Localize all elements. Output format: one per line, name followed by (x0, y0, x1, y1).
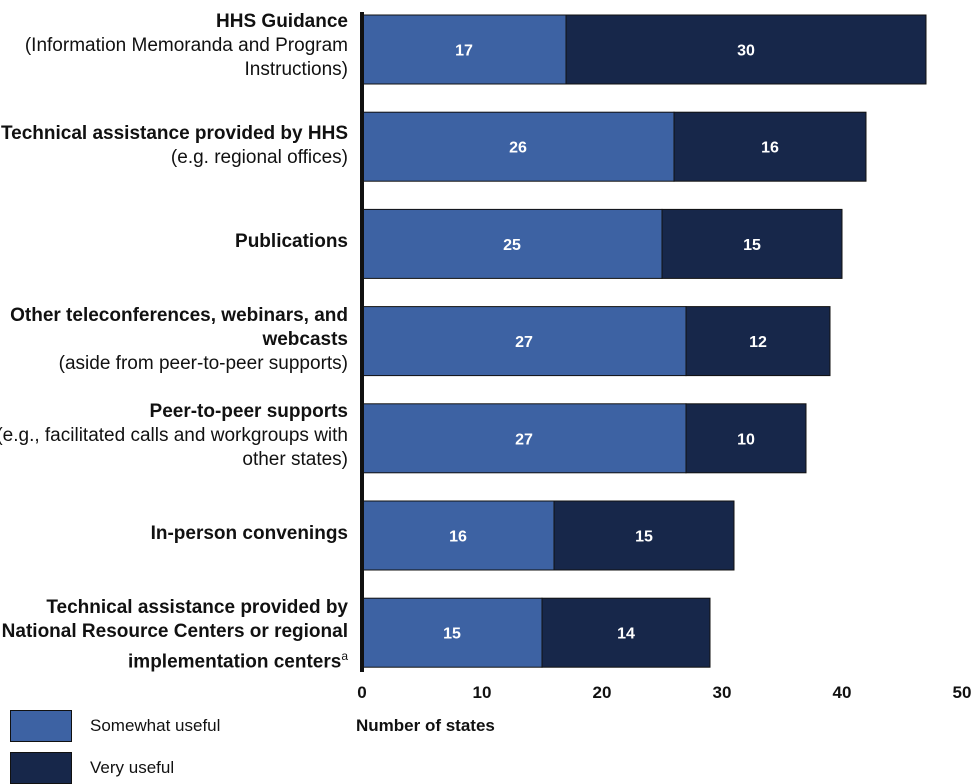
bar-segment-very-useful (685, 306, 831, 377)
category-label-in-person: In-person convenings (0, 522, 348, 546)
x-tick-label: 50 (953, 683, 972, 702)
bar-segment-very-useful (565, 14, 927, 85)
data-label: 27 (515, 431, 533, 448)
category-label-ta-nrc: Technical assistance provided by Nationa… (0, 596, 348, 674)
bar-segment-very-useful (553, 500, 735, 571)
x-tick-label: 10 (473, 683, 492, 702)
category-label-bold: Other teleconferences, webinars, and web… (10, 305, 348, 350)
bar-segment-very-useful (673, 111, 867, 182)
bar-segment-somewhat-useful (361, 14, 567, 85)
category-label-hhs-guidance: HHS Guidance (Information Memoranda and … (0, 10, 348, 82)
bar-segment-somewhat-useful (361, 208, 663, 279)
data-label: 15 (443, 626, 461, 643)
data-label: 25 (503, 237, 521, 254)
data-label: 16 (449, 529, 467, 546)
footnote-marker: a (341, 649, 348, 663)
legend-swatch-somewhat-useful (10, 710, 72, 742)
category-label-bold: Publications (235, 231, 348, 252)
x-axis-label: Number of states (356, 716, 495, 735)
category-label-bold: Technical assistance provided by Nationa… (1, 597, 348, 673)
category-label-bold: Peer-to-peer supports (149, 401, 348, 422)
category-label-ta-hhs: Technical assistance provided by HHS (e.… (0, 122, 348, 170)
category-label-publications: Publications (0, 230, 348, 254)
data-label: 15 (635, 529, 653, 546)
x-tick-label: 40 (833, 683, 852, 702)
data-label: 27 (515, 334, 533, 351)
legend-label-somewhat-useful: Somewhat useful (90, 716, 221, 735)
legend-swatch-very-useful (10, 752, 72, 784)
x-tick-label: 20 (593, 683, 612, 702)
bar-segment-very-useful (541, 597, 711, 668)
category-label-bold: In-person convenings (150, 523, 348, 544)
bar-segment-very-useful (685, 403, 807, 474)
data-label: 14 (617, 626, 635, 643)
data-label: 30 (737, 43, 755, 60)
x-tick-label: 30 (713, 683, 732, 702)
category-label-detail: (aside from peer-to-peer supports) (58, 353, 348, 374)
category-label-detail: (Information Memoranda and Program Instr… (24, 35, 348, 80)
category-label-peer-to-peer: Peer-to-peer supports (e.g., facilitated… (0, 400, 348, 472)
bar-segment-somewhat-useful (361, 111, 675, 182)
category-label-bold: HHS Guidance (216, 11, 348, 32)
category-label-bold: Technical assistance provided by HHS (0, 123, 348, 144)
category-label-detail: (e.g. regional offices) (170, 147, 348, 168)
data-label: 12 (749, 334, 767, 351)
x-tick-label: 0 (357, 683, 366, 702)
data-label: 26 (509, 140, 527, 157)
bar-segment-somewhat-useful (361, 403, 687, 474)
bar-segment-somewhat-useful (361, 306, 687, 377)
bar-segment-somewhat-useful (361, 597, 543, 668)
legend-label-very-useful: Very useful (90, 758, 175, 777)
data-label: 10 (737, 431, 755, 448)
category-label-teleconferences: Other teleconferences, webinars, and web… (0, 304, 348, 376)
data-label: 17 (455, 43, 473, 60)
bar-segment-somewhat-useful (361, 500, 555, 571)
category-label-detail: (e.g., facilitated calls and workgroups … (0, 425, 348, 470)
bar-segment-very-useful (661, 208, 843, 279)
data-label: 16 (761, 140, 779, 157)
data-label: 15 (743, 237, 761, 254)
